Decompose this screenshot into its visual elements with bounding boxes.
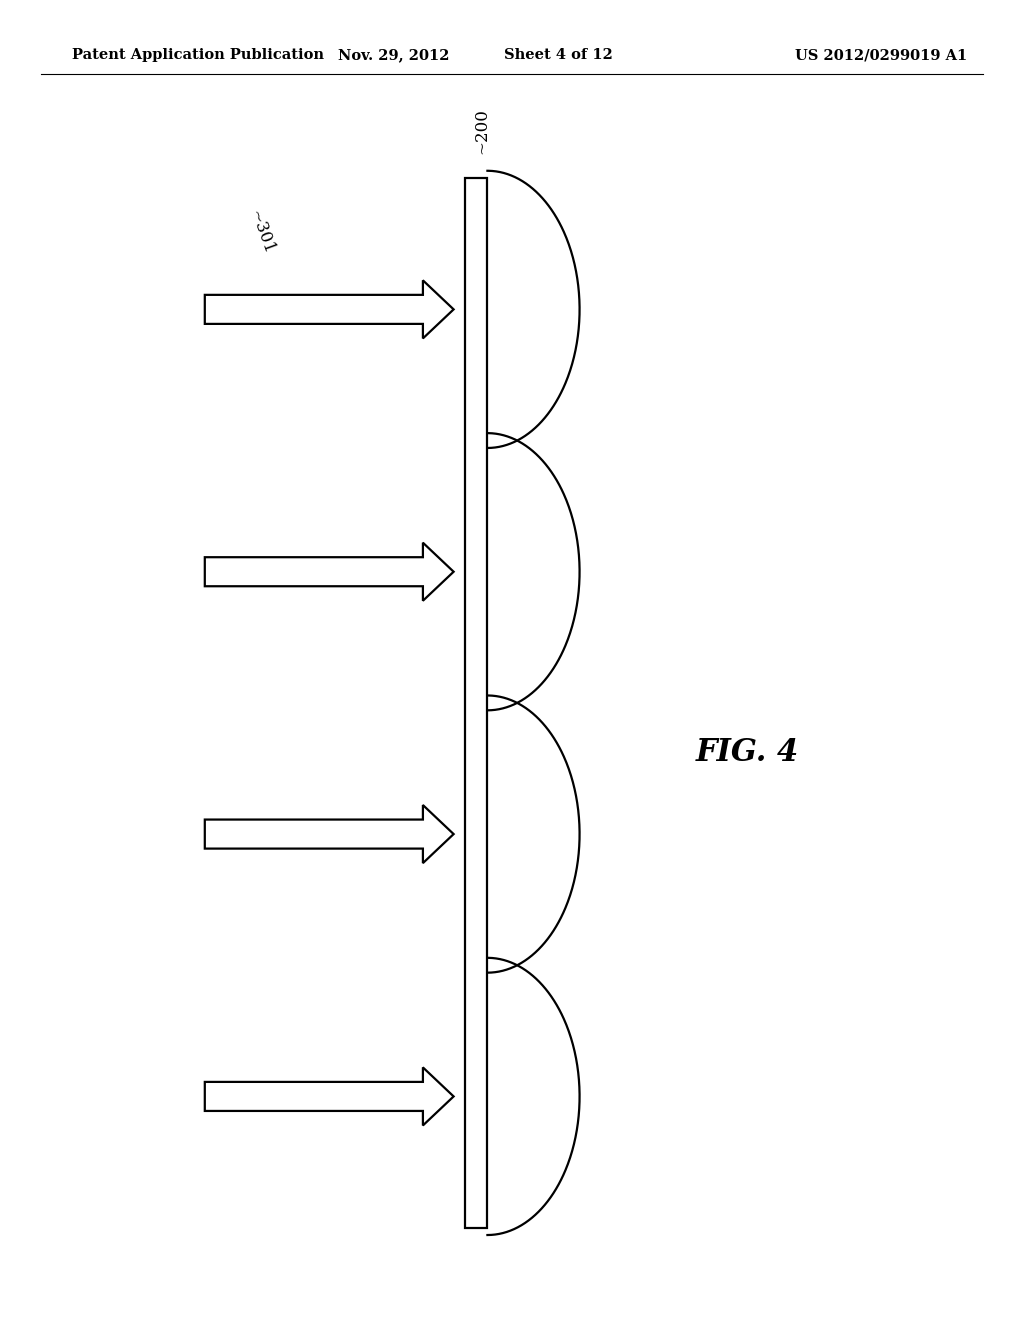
Text: Sheet 4 of 12: Sheet 4 of 12 xyxy=(504,49,612,62)
Text: ~200: ~200 xyxy=(473,108,489,154)
FancyArrow shape xyxy=(205,1068,454,1126)
Text: US 2012/0299019 A1: US 2012/0299019 A1 xyxy=(795,49,967,62)
Bar xyxy=(465,178,487,1228)
Text: Patent Application Publication: Patent Application Publication xyxy=(72,49,324,62)
Text: ~301: ~301 xyxy=(246,207,276,256)
Text: FIG. 4: FIG. 4 xyxy=(696,737,799,768)
FancyArrow shape xyxy=(205,543,454,601)
Text: Nov. 29, 2012: Nov. 29, 2012 xyxy=(339,49,450,62)
FancyArrow shape xyxy=(205,280,454,338)
FancyArrow shape xyxy=(205,805,454,863)
